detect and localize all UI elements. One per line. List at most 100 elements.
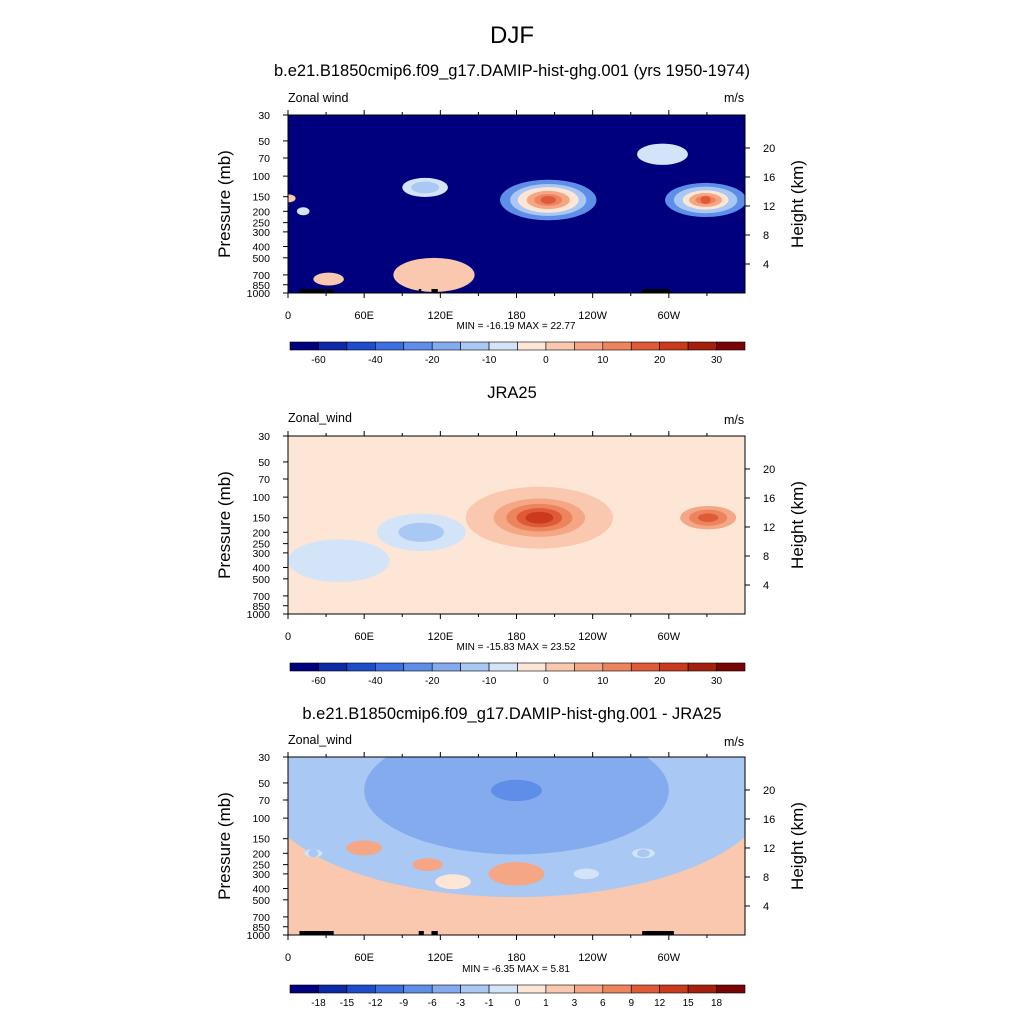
colorbar-label: 12: [654, 998, 666, 1009]
y-axis-title: Pressure (mb): [215, 150, 234, 258]
x-tick-label: 120E: [427, 310, 453, 322]
colorbar-label: 10: [597, 355, 609, 366]
y-tick-label: 250: [252, 860, 270, 872]
colorbar-label: -40: [368, 676, 383, 687]
y-tick-label: 30: [258, 431, 270, 443]
y-tick-label: 200: [252, 848, 270, 860]
panel-1-units: m/s: [724, 91, 745, 105]
contour-region: [637, 849, 650, 858]
colorbar-label: -3: [456, 998, 465, 1009]
panel-2-units: m/s: [724, 413, 745, 427]
contour-region: [637, 143, 688, 165]
x-tick-label: 60E: [354, 952, 374, 964]
colorbar-swatch: [630, 341, 660, 351]
y-right-tick-label: 20: [763, 143, 775, 155]
y-tick-label: 250: [252, 539, 270, 551]
colorbar-label: 15: [683, 998, 695, 1009]
y-right-tick-label: 12: [763, 522, 775, 534]
contour-region: [308, 849, 319, 858]
colorbar-label: -6: [428, 998, 437, 1009]
y-right-tick-label: 12: [763, 201, 775, 213]
contour-region: [398, 522, 445, 542]
contour-field: [288, 436, 745, 614]
panel-1: 0 60E 120E 180 120W 60W3050701001502002503004…: [215, 110, 807, 366]
contour-region: [435, 874, 471, 890]
contour-region: [288, 194, 296, 203]
colorbar-swatch: [574, 662, 604, 672]
contour-region: [346, 840, 382, 856]
topography-mask: [642, 931, 674, 935]
y-tick-label: 100: [252, 171, 270, 183]
colorbar-label: 6: [600, 998, 606, 1009]
colorbar-label: -20: [425, 355, 440, 366]
colorbar-label: 0: [543, 355, 549, 366]
y-tick-label: 70: [258, 153, 270, 165]
colorbar-swatch: [574, 984, 604, 994]
y-right-tick-label: 16: [763, 172, 775, 184]
colorbar-swatch: [403, 341, 433, 351]
y-tick-label: 400: [252, 883, 270, 895]
y-tick-label: 400: [252, 241, 270, 253]
colorbar-swatch: [375, 984, 405, 994]
y-right-tick-label: 4: [763, 901, 769, 913]
y-tick-label: 70: [258, 795, 270, 807]
colorbar-swatch: [517, 341, 547, 351]
contour-region: [525, 511, 554, 524]
y-right-tick-label: 8: [763, 230, 769, 242]
contour-region: [364, 757, 669, 855]
contour-region: [411, 181, 440, 194]
contour-region: [288, 539, 390, 583]
topography-mask: [326, 289, 334, 293]
topography-mask: [431, 289, 438, 293]
colorbar-label: -40: [368, 355, 383, 366]
colorbar-swatch: [403, 984, 433, 994]
topography-mask: [418, 931, 424, 935]
x-tick-label: 180: [507, 310, 525, 322]
y-right-tick-label: 4: [763, 259, 769, 271]
y-tick-label: 30: [258, 752, 270, 764]
contour-region: [491, 779, 542, 802]
y-tick-label: 250: [252, 218, 270, 230]
y-tick-label: 70: [258, 474, 270, 486]
x-tick-label: 120W: [578, 631, 607, 643]
colorbar-swatch: [517, 984, 547, 994]
y-tick-label: 850: [252, 601, 270, 613]
colorbar-swatch: [488, 662, 518, 672]
colorbar-swatch: [346, 984, 376, 994]
contour-field: [288, 757, 745, 935]
colorbar-swatch: [716, 984, 746, 994]
panel-2-title: JRA25: [487, 384, 537, 402]
y-tick-label: 150: [252, 192, 270, 204]
y-tick-label: 200: [252, 527, 270, 539]
panel-3-variable: Zonal_wind: [288, 733, 352, 747]
contour-region: [700, 195, 711, 204]
colorbar-swatch: [346, 341, 376, 351]
panel-1-stats: MIN = -16.19 MAX = 22.77: [456, 321, 576, 332]
colorbar-swatch: [289, 341, 319, 351]
topography-mask: [642, 289, 671, 293]
y-tick-label: 1000: [247, 288, 271, 300]
x-tick-label: 60E: [354, 631, 374, 643]
x-tick-label: 60W: [658, 631, 681, 643]
figure-title: DJF: [490, 22, 534, 49]
topography-mask: [418, 289, 422, 293]
colorbar-label: 30: [711, 355, 723, 366]
colorbar-swatch: [289, 984, 319, 994]
colorbar-swatch: [602, 341, 632, 351]
y-tick-label: 850: [252, 922, 270, 934]
y-tick-label: 500: [252, 253, 270, 265]
colorbar-swatch: [460, 341, 490, 351]
colorbar-label: -10: [482, 676, 497, 687]
topography-mask: [299, 931, 332, 935]
contour-region: [488, 862, 545, 886]
panel-2-stats: MIN = -15.83 MAX = 23.52: [456, 642, 576, 653]
colorbar-swatch: [318, 984, 348, 994]
colorbar-swatch: [431, 984, 461, 994]
y-right-tick-label: 20: [763, 785, 775, 797]
colorbar-label: 0: [543, 676, 549, 687]
y-tick-label: 700: [252, 912, 270, 924]
y-axis-title: Pressure (mb): [215, 792, 234, 900]
colorbar-swatch: [630, 984, 660, 994]
y-tick-label: 500: [252, 574, 270, 586]
colorbar-swatch: [687, 341, 717, 351]
